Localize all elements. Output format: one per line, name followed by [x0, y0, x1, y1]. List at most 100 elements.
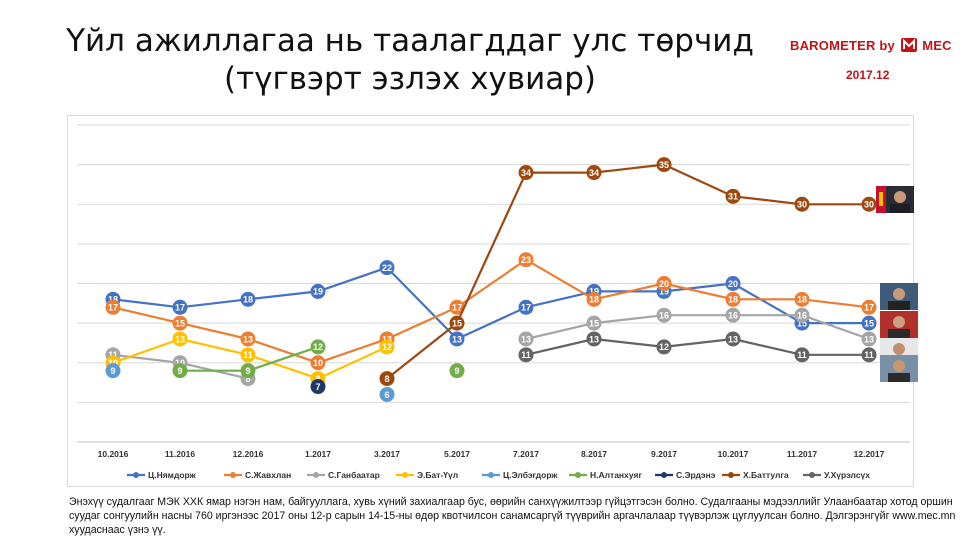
data-label-С.Жавхлан: 17 [108, 303, 118, 313]
data-label-Ц.Нямдорж: 15 [864, 318, 874, 328]
legend-swatch-marker [402, 472, 408, 478]
data-point-Э.Бат-Үүл [379, 339, 395, 355]
data-label-У.Хүрэлсүх: 13 [589, 334, 599, 344]
data-point-Э.Бат-Үүл [172, 331, 188, 347]
data-label-С.Ганбаатар: 15 [589, 318, 599, 328]
data-label-С.Жавхлан: 13 [382, 334, 392, 344]
data-label-С.Жавхлан: 17 [452, 303, 462, 313]
x-tick-label: 1.2017 [305, 449, 331, 459]
data-point-Ц.Нямдорж [861, 315, 877, 331]
brand-name: BAROMETER by [790, 38, 895, 53]
data-label-Н.Алтанхуяг: 9 [177, 366, 182, 376]
x-tick-label: 3.2017 [374, 449, 400, 459]
data-point-Э.Бат-Үүл [240, 347, 256, 363]
data-label-Ц.Элбэгдорж: 6 [384, 390, 389, 400]
data-label-С.Жавхлан: 17 [864, 303, 874, 313]
data-label-Х.Баттулга: 34 [521, 168, 531, 178]
line-chart: 10.2016 11.2016 12.2016 1.2017 3.2017 5.2017 7… [77, 124, 910, 480]
data-point-Ц.Нямдорж [379, 260, 395, 276]
x-tick-label: 10.2016 [98, 449, 129, 459]
chart-title: Үйл ажиллагаа нь таалагддаг улс төрчид (… [66, 23, 754, 97]
data-label-Ц.Нямдорж: 20 [728, 279, 738, 289]
legend-label: С.Эрдэнэ [676, 470, 716, 480]
legend-label: Н.Алтанхуяг [590, 470, 642, 480]
data-point-С.Жавхлан [656, 276, 672, 291]
data-point-С.Жавхлан [518, 252, 534, 268]
data-label-Ц.Нямдорж: 17 [175, 303, 185, 313]
data-label-С.Жавхлан: 15 [175, 318, 185, 328]
data-label-У.Хүрэлсүх: 12 [659, 342, 669, 352]
data-point-Х.Баттулга [586, 165, 602, 181]
legend-label: Ц.Нямдорж [148, 470, 197, 480]
data-label-Э.Бат-Үүл: 8 [315, 374, 320, 384]
series-line-У.Хүрэлсүх [525, 337, 869, 356]
data-label-Ц.Нямдорж: 22 [382, 263, 392, 273]
legend-label: С.Жавхлан [245, 470, 291, 480]
data-point-Н.Алтанхуяг [449, 363, 465, 379]
x-tick-label: 7.2017 [513, 449, 539, 459]
brand-date: 2017.12 [846, 68, 890, 82]
data-point-С.Ганбаатар [518, 331, 534, 347]
legend-label: Ц.Элбэгдорж [503, 470, 558, 480]
data-point-Ц.Нямдорж [449, 331, 465, 347]
data-label-Н.Алтанхуяг: 12 [313, 342, 323, 352]
data-label-С.Жавхлан: 13 [243, 334, 253, 344]
legend-swatch-marker [728, 472, 734, 478]
data-point-С.Жавхлан [449, 299, 465, 315]
portrait-javkhlan [880, 283, 918, 310]
data-label-С.Ганбаатар: 10 [175, 358, 185, 368]
legend-swatch-marker [809, 472, 815, 478]
data-point-Х.Баттулга [379, 371, 395, 387]
data-point-Н.Алтанхуяг [310, 339, 326, 355]
footnote: Энэхүү судалгааг МЭК ХХК ямар нэгэн нам,… [69, 496, 956, 536]
data-label-Ц.Нямдорж: 19 [659, 287, 669, 297]
mec-logo-icon [900, 38, 917, 55]
data-point-С.Жавхлан [725, 291, 741, 307]
data-point-Х.Баттулга [725, 188, 741, 204]
portrait-battulga [876, 186, 914, 213]
data-label-Х.Баттулга: 31 [728, 192, 738, 202]
brand-logo: BAROMETER by MEC 2017.12 [790, 38, 960, 82]
data-label-Э.Бат-Үүл: 11 [243, 350, 253, 360]
portrait-khurelsukh [880, 355, 918, 382]
data-point-Ц.Элбэгдорж [379, 386, 395, 402]
data-point-У.Хүрэлсүх [586, 331, 602, 347]
x-tick-label: 8.2017 [581, 449, 607, 459]
data-point-Ц.Нямдорж [518, 299, 534, 315]
data-point-Ц.Нямдорж [240, 291, 256, 307]
data-label-Ц.Нямдорж: 19 [589, 287, 599, 297]
portrait-nyamdorj [880, 311, 918, 338]
data-point-С.Ганбаатар [794, 307, 810, 323]
data-label-С.Эрдэнэ: 7 [315, 382, 320, 392]
data-label-Х.Баттулга: 15 [452, 318, 462, 328]
data-point-С.Жавхлан [586, 291, 602, 307]
data-label-Ц.Нямдорж: 13 [452, 334, 462, 344]
data-point-Ц.Нямдорж [725, 276, 741, 291]
data-label-У.Хүрэлсүх: 11 [864, 350, 874, 360]
data-point-С.Ганбаатар [725, 307, 741, 323]
legend-swatch-marker [488, 472, 494, 478]
series-line-Ц.Нямдорж [112, 266, 869, 341]
data-label-Ц.Нямдорж: 15 [797, 318, 807, 328]
data-label-Х.Баттулга: 30 [797, 200, 807, 210]
data-point-Х.Баттулга [518, 165, 534, 181]
x-tick-label: 12.2016 [233, 449, 264, 459]
data-point-Х.Баттулга [656, 157, 672, 173]
data-point-Н.Алтанхуяг [172, 363, 188, 379]
legend-label: Э.Бат-Үүл [417, 470, 458, 480]
data-point-С.Жавхлан [310, 355, 326, 371]
x-tick-label: 11.2017 [787, 449, 818, 459]
data-point-С.Ганбаатар [861, 331, 877, 347]
data-label-Э.Бат-Үүл: 10 [108, 358, 118, 368]
data-point-С.Жавхлан [861, 299, 877, 315]
data-label-Ц.Элбэгдорж: 9 [110, 366, 115, 376]
data-point-У.Хүрэлсүх [794, 347, 810, 363]
x-tick-label: 10.2017 [718, 449, 749, 459]
data-label-Х.Баттулга: 35 [659, 160, 669, 170]
data-point-У.Хүрэлсүх [518, 347, 534, 363]
data-point-С.Жавхлан [105, 299, 121, 315]
data-label-Н.Алтанхуяг: 9 [454, 366, 459, 376]
legend-swatch-marker [575, 472, 581, 478]
x-tick-label: 5.2017 [444, 449, 470, 459]
data-label-Х.Баттулга: 8 [384, 374, 389, 384]
